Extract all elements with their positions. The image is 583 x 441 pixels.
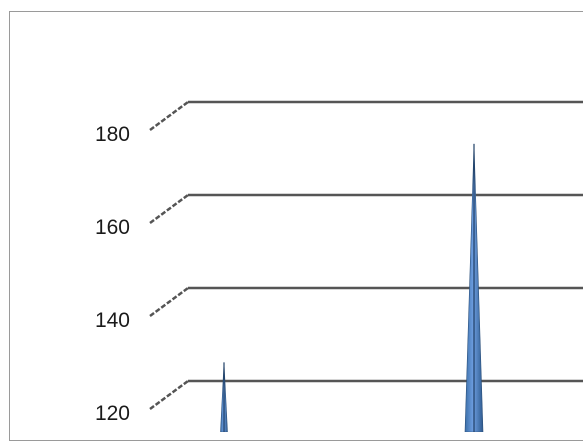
chart-canvas: 120 140 160 180 xyxy=(95,100,583,432)
chart-frame xyxy=(9,11,583,441)
y-tick-label: 160 xyxy=(95,216,130,239)
y-tick-label: 140 xyxy=(95,309,130,332)
y-axis-ticks: 120 140 160 180 xyxy=(95,123,130,425)
gridline-side-120 xyxy=(149,379,189,411)
gridline-side-160 xyxy=(149,193,189,225)
y-tick-label: 120 xyxy=(95,402,130,425)
gridline-side-180 xyxy=(149,100,189,132)
y-tick-label: 180 xyxy=(95,123,130,146)
gridlines xyxy=(149,100,583,411)
bars xyxy=(220,143,484,432)
gridline-side-140 xyxy=(149,286,189,318)
